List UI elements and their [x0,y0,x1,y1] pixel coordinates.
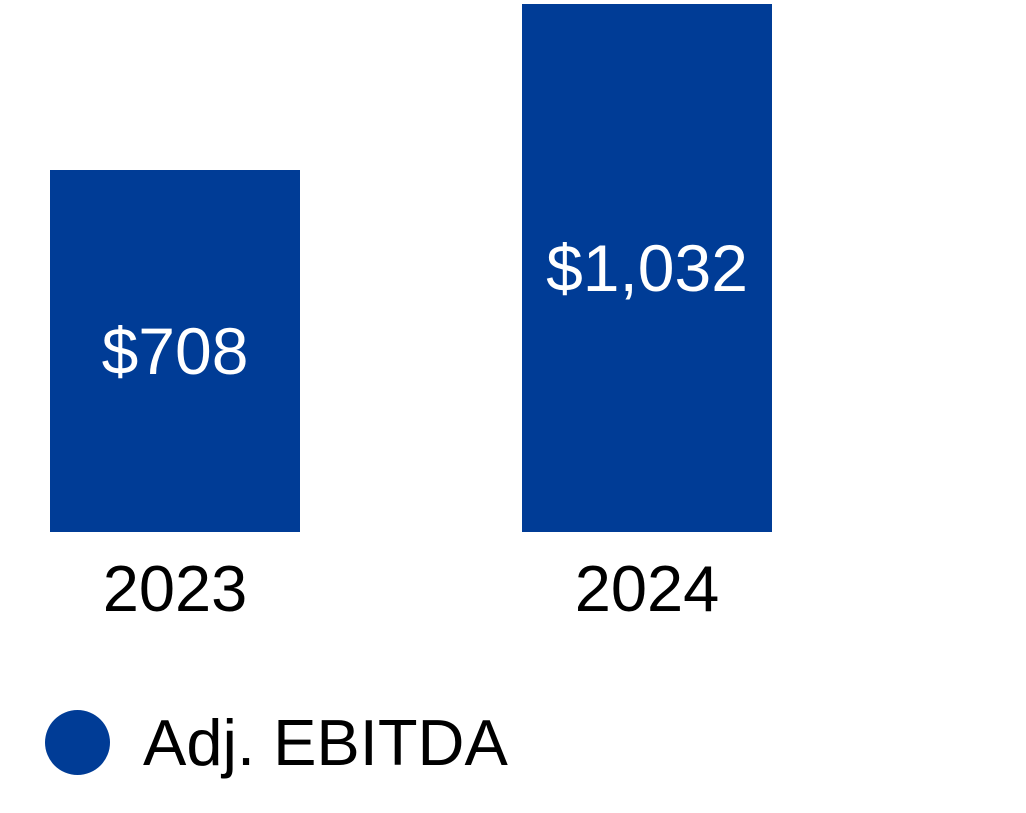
bar-2024: $1,032 [522,4,772,532]
bar-value-label-2024: $1,032 [546,231,748,305]
x-axis-label-2024: 2024 [574,552,720,625]
legend-circle-icon [45,710,110,775]
legend-label: Adj. EBITDA [143,706,508,779]
x-axis-label-2023: 2023 [102,552,248,625]
bar-2023: $708 [50,170,300,532]
bar-value-label-2023: $708 [101,314,249,388]
bar-chart: $708 $1,032 [50,4,772,532]
legend: Adj. EBITDA [45,710,508,775]
